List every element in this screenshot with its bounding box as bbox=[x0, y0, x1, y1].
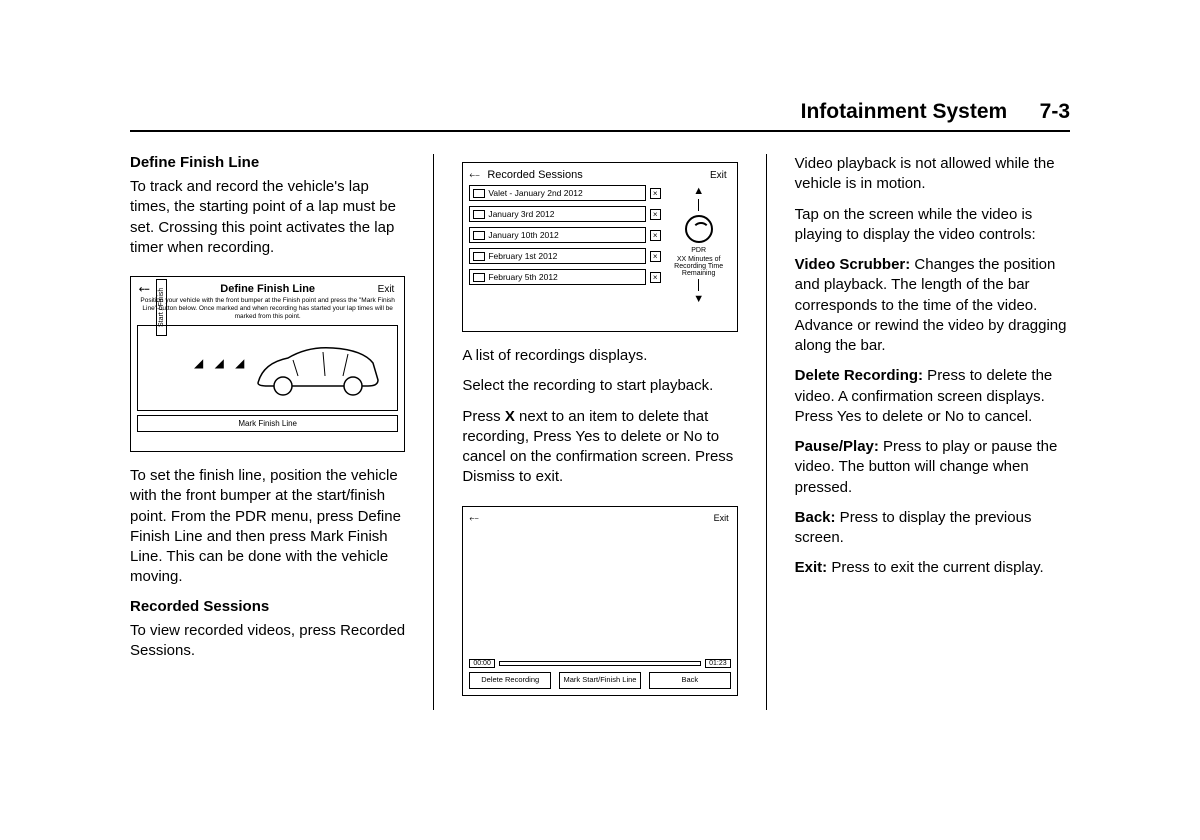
video-icon bbox=[473, 231, 485, 240]
header-page-number: 7-3 bbox=[1040, 100, 1070, 123]
video-icon bbox=[473, 273, 485, 282]
paragraph: Press X next to an item to delete that r… bbox=[462, 407, 737, 488]
list-item: Valet - January 2nd 2012 × bbox=[469, 185, 660, 201]
term-delete-recording: Delete Recording: bbox=[795, 367, 923, 384]
definition: Back: Press to display the previous scre… bbox=[795, 508, 1070, 549]
time-end: 01:23 bbox=[705, 659, 731, 668]
paragraph: A list of recordings displays. bbox=[462, 346, 737, 366]
delete-recording-button: Delete Recording bbox=[469, 672, 551, 688]
scrub-bar bbox=[499, 661, 701, 666]
exit-label: Exit bbox=[710, 170, 727, 181]
definition: Delete Recording: Press to delete the vi… bbox=[795, 366, 1070, 427]
pdr-label: PDR bbox=[691, 247, 706, 254]
list-item: January 10th 2012 × bbox=[469, 227, 660, 243]
video-area bbox=[469, 517, 730, 656]
start-finish-label: Start / Finish bbox=[156, 279, 167, 336]
item-label: February 1st 2012 bbox=[488, 251, 557, 261]
column-1: Define Finish Line To track and record t… bbox=[130, 154, 405, 710]
delete-icon: × bbox=[650, 209, 661, 220]
time-start: 00:00 bbox=[469, 659, 495, 668]
back-icon: ⤌ bbox=[469, 170, 479, 181]
figure-title: Define Finish Line bbox=[220, 283, 315, 295]
motion-lines-icon: ‎◢ ◢ ◢ bbox=[194, 356, 248, 370]
exit-label: Exit bbox=[714, 513, 729, 523]
list-item: February 1st 2012 × bbox=[469, 248, 660, 264]
definition: Video Scrubber: Changes the position and… bbox=[795, 255, 1070, 356]
paragraph: Video playback is not allowed while the … bbox=[795, 154, 1070, 195]
heading-recorded-sessions: Recorded Sessions bbox=[130, 598, 405, 615]
term-back: Back: bbox=[795, 509, 836, 526]
video-icon bbox=[473, 252, 485, 261]
exit-label: Exit bbox=[378, 284, 395, 295]
item-label: January 10th 2012 bbox=[488, 230, 558, 240]
scrubber: 00:00 01:23 bbox=[469, 659, 730, 668]
back-icon: ⤌ bbox=[469, 513, 478, 524]
header-title: Infotainment System bbox=[801, 100, 1008, 123]
content-columns: Define Finish Line To track and record t… bbox=[130, 154, 1070, 710]
up-arrow-icon: ▲ bbox=[693, 185, 704, 197]
list-item: February 5th 2012 × bbox=[469, 269, 660, 285]
figure-playback: ⤌ Exit 00:00 01:23 Delete Recording Mark… bbox=[462, 506, 737, 696]
heading-define-finish: Define Finish Line bbox=[130, 154, 405, 171]
paragraph: To set the finish line, position the veh… bbox=[130, 466, 405, 588]
paragraph: To view recorded videos, press Recorded … bbox=[130, 621, 405, 662]
video-icon bbox=[473, 210, 485, 219]
delete-icon: × bbox=[650, 230, 661, 241]
term-video-scrubber: Video Scrubber: bbox=[795, 256, 911, 273]
down-arrow-icon: ▼ bbox=[693, 293, 704, 305]
figure-recorded-sessions: ⤌ Recorded Sessions Exit Valet - January… bbox=[462, 162, 737, 332]
back-icon: ⤌ bbox=[139, 284, 149, 295]
mark-line-button: Mark Start/Finish Line bbox=[559, 672, 641, 688]
item-label: January 3rd 2012 bbox=[488, 209, 554, 219]
paragraph: Select the recording to start playback. bbox=[462, 376, 737, 396]
back-button: Back bbox=[649, 672, 731, 688]
dial-icon bbox=[685, 215, 713, 243]
figure-instruction: Position your vehicle with the front bum… bbox=[137, 297, 398, 321]
side-panel: ▲ PDR XX Minutes of Recording Time Remai… bbox=[667, 185, 731, 325]
paragraph: Tap on the screen while the video is pla… bbox=[795, 205, 1070, 246]
item-label: Valet - January 2nd 2012 bbox=[488, 188, 582, 198]
column-2: ⤌ Recorded Sessions Exit Valet - January… bbox=[462, 154, 737, 710]
mark-finish-button: Mark Finish Line bbox=[137, 415, 398, 432]
figure-define-finish-line: ⤌ Define Finish Line Exit Position your … bbox=[130, 276, 405, 452]
definition: Pause/Play: Press to play or pause the v… bbox=[795, 437, 1070, 498]
page-header: Infotainment System 7-3 bbox=[130, 100, 1070, 132]
paragraph: To track and record the vehicle's lap ti… bbox=[130, 177, 405, 258]
term-exit: Exit: bbox=[795, 559, 828, 576]
x-icon: X bbox=[505, 408, 515, 425]
column-divider bbox=[766, 154, 767, 710]
definition: Exit: Press to exit the current display. bbox=[795, 558, 1070, 578]
sessions-list: Valet - January 2nd 2012 × January 3rd 20… bbox=[469, 185, 660, 325]
car-icon bbox=[253, 338, 383, 398]
column-3: Video playback is not allowed while the … bbox=[795, 154, 1070, 710]
item-label: February 5th 2012 bbox=[488, 272, 557, 282]
term-pause-play: Pause/Play: bbox=[795, 438, 879, 455]
list-item: January 3rd 2012 × bbox=[469, 206, 660, 222]
delete-icon: × bbox=[650, 251, 661, 262]
delete-icon: × bbox=[650, 272, 661, 283]
manual-page: Infotainment System 7-3 Define Finish Li… bbox=[130, 100, 1070, 710]
video-icon bbox=[473, 189, 485, 198]
column-divider bbox=[433, 154, 434, 710]
remaining-label: XX Minutes of Recording Time Remaining bbox=[667, 256, 731, 277]
road-illustration: Start / Finish ‎◢ ◢ ◢ bbox=[137, 325, 398, 411]
figure-title: Recorded Sessions bbox=[487, 169, 582, 181]
delete-icon: × bbox=[650, 188, 661, 199]
